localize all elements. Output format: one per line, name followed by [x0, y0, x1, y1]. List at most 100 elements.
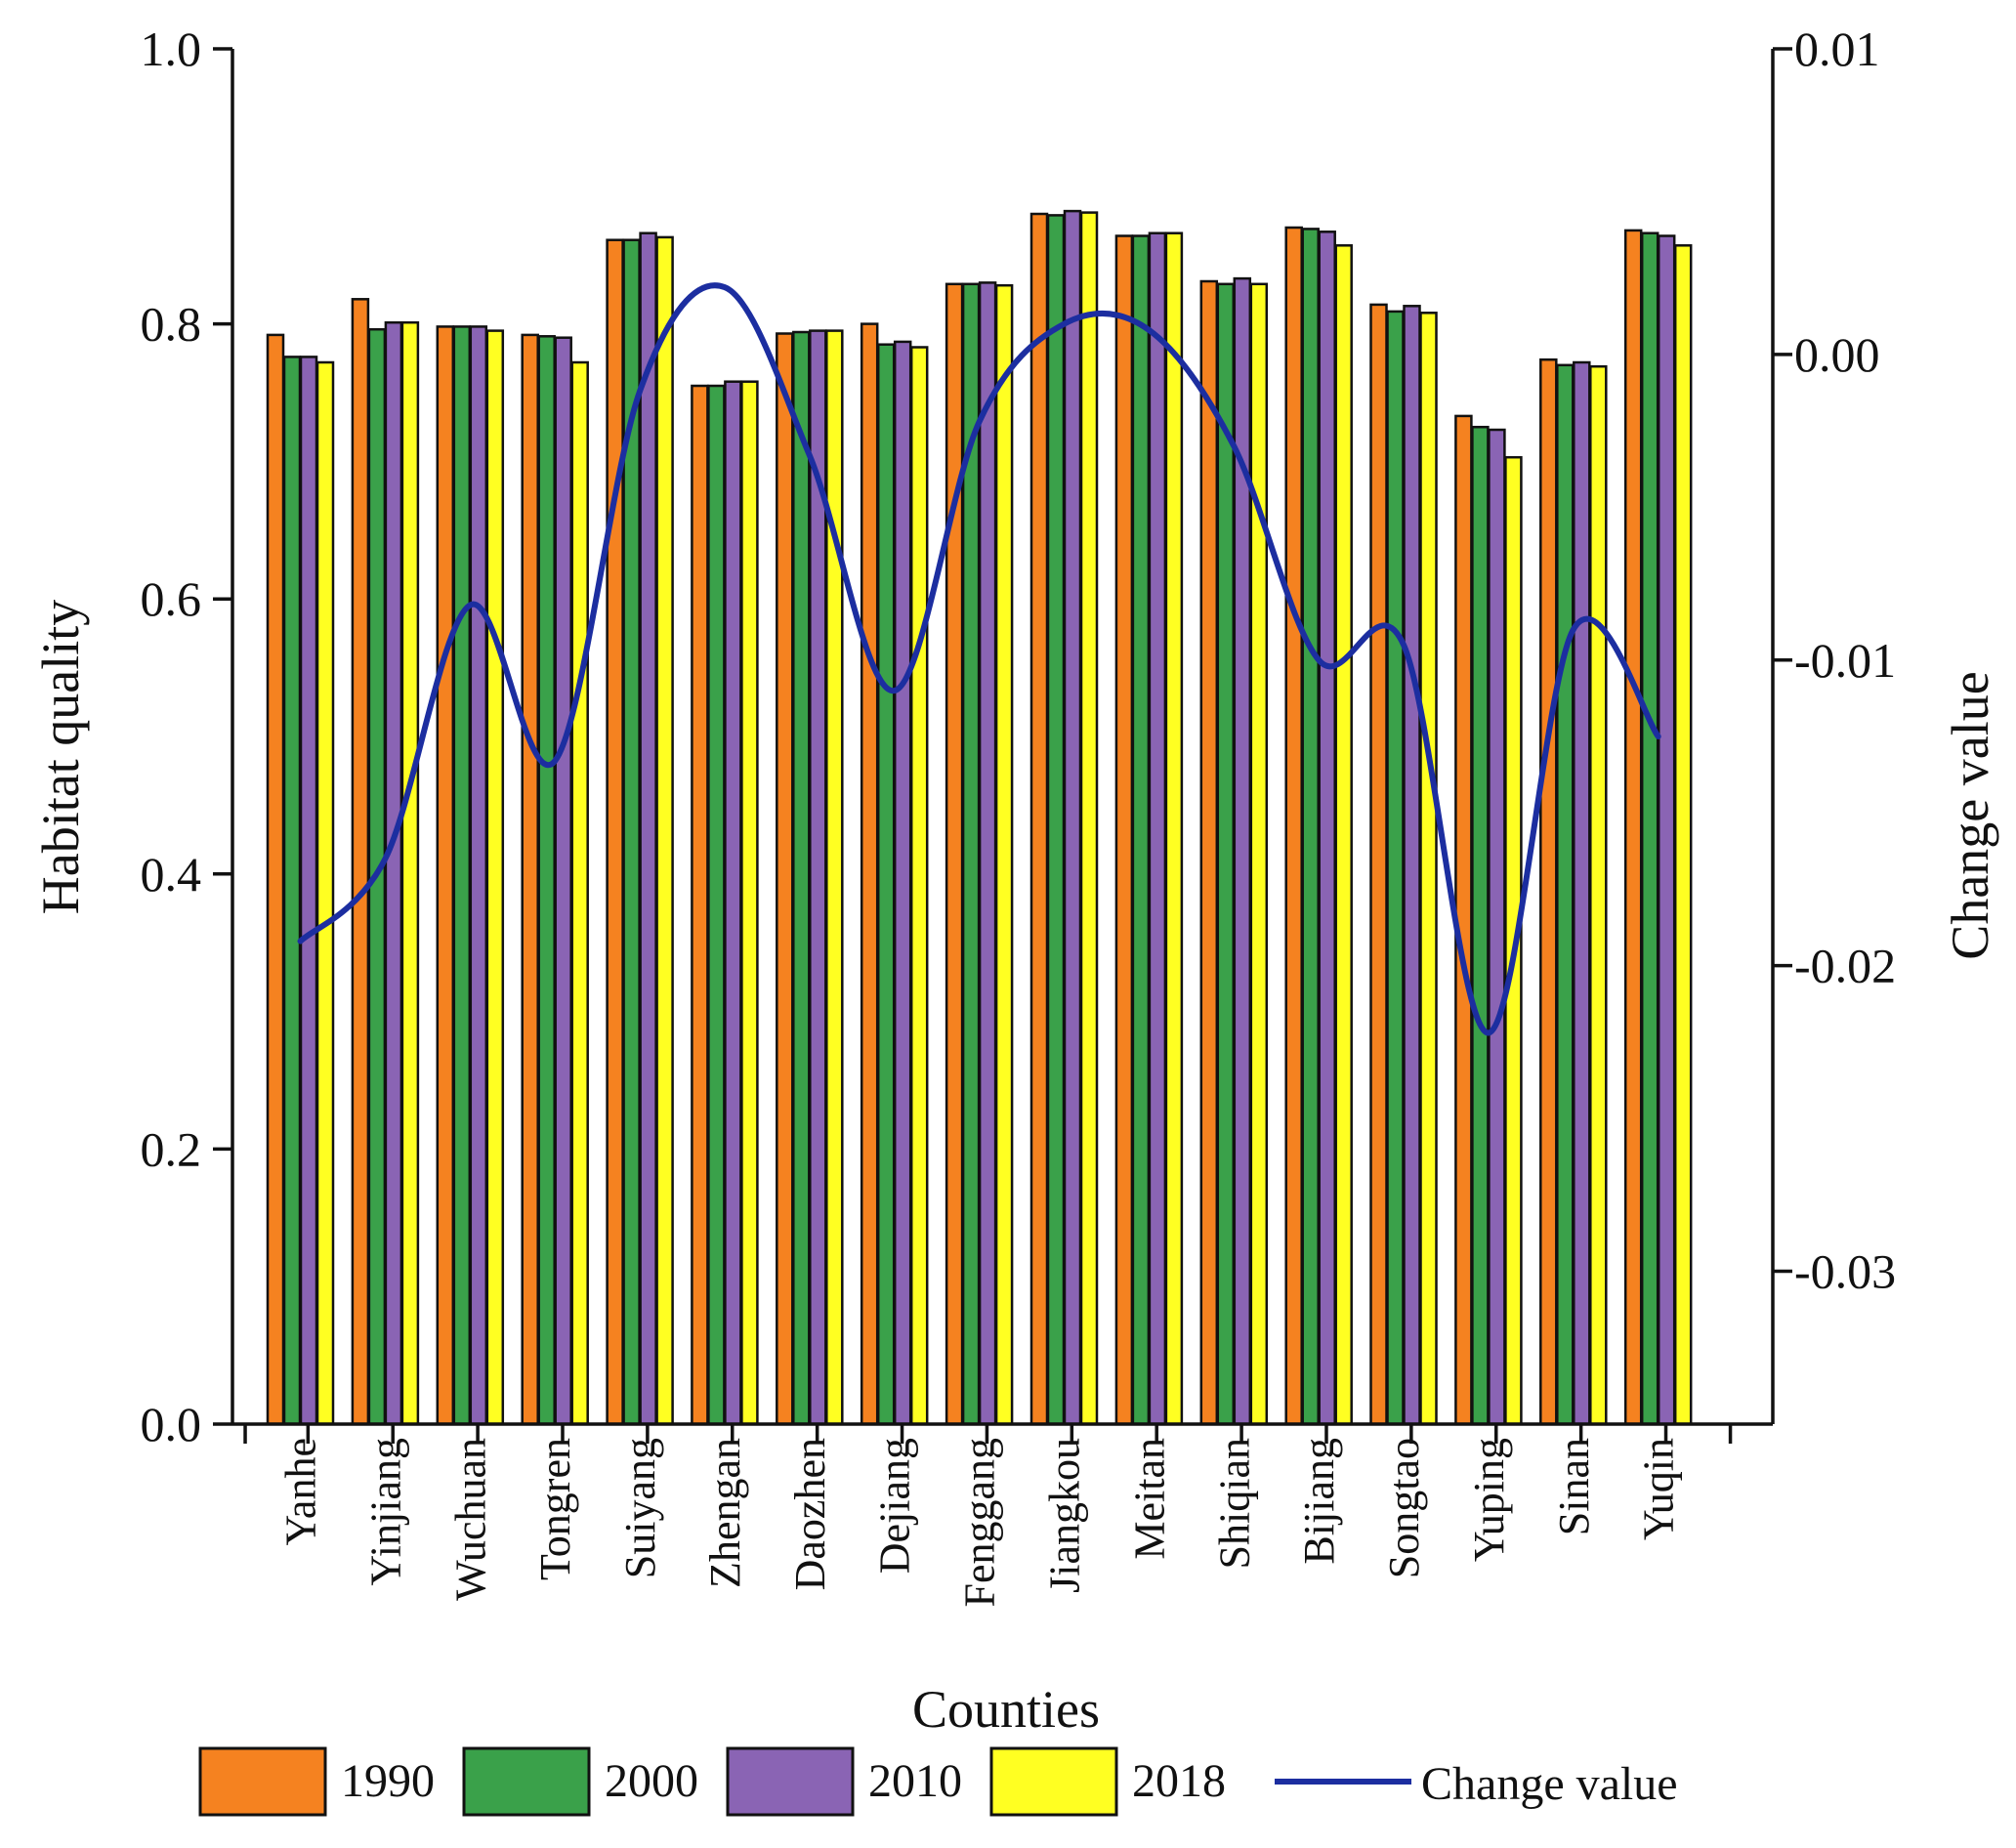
- x-tick-label-bijiang: Bijiang: [1295, 1438, 1343, 1565]
- bar-suiyang-2010: [639, 231, 657, 1426]
- bar-yanhe-1990: [266, 333, 285, 1426]
- bar-tongren-2010: [554, 336, 572, 1426]
- bar-fenggang-2018: [994, 283, 1014, 1426]
- bar-wuchuan-1990: [436, 325, 455, 1426]
- bar-wuchuan-2018: [485, 329, 505, 1426]
- bar-zhengan-2010: [724, 380, 742, 1426]
- legend-label-2000: 2000: [605, 1755, 698, 1807]
- bar-sinan-1990: [1539, 357, 1558, 1426]
- bar-meitan-1990: [1114, 234, 1134, 1426]
- bar-wuchuan-2010: [469, 325, 488, 1426]
- bar-dejiang-2000: [876, 343, 896, 1426]
- bar-shiqian-1990: [1199, 279, 1219, 1426]
- bar-daozhen-1990: [776, 332, 794, 1426]
- bar-yuqin-1990: [1623, 229, 1643, 1426]
- bars-layer: [266, 209, 1693, 1426]
- bar-songtao-2000: [1386, 310, 1405, 1426]
- bar-yanhe-2010: [299, 356, 318, 1426]
- x-tick-label-sinan: Sinan: [1550, 1438, 1598, 1535]
- legend-label-2010: 2010: [868, 1755, 962, 1807]
- y2-tick-label: 0.00: [1794, 327, 1880, 382]
- bar-tongren-1990: [521, 333, 539, 1426]
- bar-yinjiang-2010: [384, 320, 403, 1426]
- y-tick-label: 0.6: [141, 571, 202, 626]
- x-tick-label-yuqin: Yuqin: [1635, 1438, 1683, 1540]
- x-axis-title: Counties: [912, 1680, 1100, 1739]
- bar-bijiang-1990: [1284, 226, 1303, 1426]
- bar-zhengan-2018: [740, 380, 759, 1426]
- bar-yuping-2010: [1488, 428, 1506, 1426]
- bar-yuqin-2010: [1657, 234, 1676, 1426]
- bar-shiqian-2000: [1216, 282, 1236, 1426]
- line-layer: [297, 282, 1661, 1036]
- change-value-line: [297, 282, 1661, 1036]
- bar-yuqin-2018: [1673, 244, 1693, 1426]
- legend-swatch-2000: [462, 1746, 591, 1817]
- x-tick-label-meitan: Meitan: [1125, 1438, 1173, 1560]
- y2-tick-label: -0.03: [1794, 1244, 1896, 1299]
- x-tick-label-yanhe: Yanhe: [277, 1438, 325, 1545]
- bar-wuchuan-2000: [452, 325, 472, 1426]
- bar-meitan-2010: [1148, 231, 1167, 1426]
- labels-layer: 0.0 0.2 0.4 0.6 0.8 1.0 0.01 0.00 -0.01 -0.02 -0.0…: [141, 21, 1897, 1608]
- bar-suiyang-1990: [606, 238, 624, 1426]
- bar-yinjiang-2018: [400, 320, 420, 1426]
- x-tick-label-tongren: Tongren: [531, 1438, 579, 1580]
- legend-label-1990: 1990: [341, 1755, 435, 1807]
- bar-sinan-2018: [1589, 364, 1608, 1426]
- bar-jiangkou-2000: [1046, 214, 1066, 1426]
- bar-bijiang-2010: [1318, 231, 1336, 1426]
- legend-label-2018: 2018: [1132, 1755, 1226, 1807]
- x-tick-label-yinjiang: Yinjiang: [361, 1438, 409, 1586]
- bar-dejiang-2018: [909, 346, 929, 1426]
- bar-daozhen-2000: [792, 330, 811, 1426]
- bar-sinan-2010: [1573, 360, 1591, 1426]
- x-tick-label-yuping: Yuping: [1465, 1438, 1513, 1562]
- bar-suiyang-2018: [655, 235, 674, 1426]
- y-tick-label: 0.2: [141, 1121, 202, 1176]
- bar-songtao-2018: [1419, 312, 1438, 1426]
- bar-yuqin-2000: [1640, 231, 1659, 1426]
- y-tick-label: 1.0: [141, 21, 202, 76]
- legend-swatch-2018: [989, 1746, 1118, 1817]
- bar-jiangkou-2010: [1063, 209, 1082, 1426]
- bar-yinjiang-1990: [351, 298, 370, 1426]
- legend-swatch-2010: [726, 1746, 855, 1817]
- bar-dejiang-2010: [893, 340, 912, 1426]
- bar-fenggang-1990: [945, 282, 964, 1426]
- bar-yanhe-2018: [315, 360, 335, 1426]
- x-tick-label-songtao: Songtao: [1380, 1438, 1428, 1578]
- legend-label-change-value: Change value: [1421, 1758, 1678, 1810]
- x-tick-label-dejiang: Dejiang: [871, 1438, 919, 1574]
- bar-daozhen-2018: [825, 329, 844, 1426]
- x-tick-label-shiqian: Shiqian: [1210, 1438, 1258, 1569]
- bar-jiangkou-1990: [1029, 212, 1049, 1426]
- y-tick-label: 0.0: [141, 1397, 202, 1451]
- axes-layer: [213, 47, 1792, 1444]
- bar-meitan-2000: [1131, 234, 1151, 1426]
- y2-tick-label: -0.01: [1794, 633, 1896, 688]
- x-tick-label-jiangkou: Jiangkou: [1041, 1438, 1089, 1593]
- bar-bijiang-2000: [1301, 228, 1320, 1426]
- bar-shiqian-2018: [1249, 282, 1269, 1426]
- bar-sinan-2000: [1556, 363, 1575, 1426]
- bar-jiangkou-2018: [1079, 211, 1099, 1426]
- bar-songtao-1990: [1369, 303, 1388, 1426]
- x-tick-label-zhengan: Zhengan: [701, 1438, 749, 1588]
- x-tick-label-suiyang: Suiyang: [616, 1438, 664, 1578]
- y2-tick-label: -0.02: [1794, 939, 1896, 993]
- x-tick-label-daozhen: Daozhen: [786, 1438, 834, 1590]
- bar-tongren-2018: [570, 360, 589, 1426]
- bar-fenggang-2010: [978, 281, 997, 1426]
- x-tick-label-wuchuan: Wuchuan: [446, 1438, 494, 1601]
- legend-swatch-1990: [198, 1746, 327, 1817]
- x-tick-label-fenggang: Fenggang: [956, 1438, 1004, 1608]
- bar-songtao-2010: [1403, 305, 1421, 1426]
- bar-dejiang-1990: [860, 322, 879, 1426]
- bar-yanhe-2000: [282, 356, 302, 1426]
- y-tick-label: 0.8: [141, 297, 202, 352]
- bar-zhengan-2000: [707, 384, 726, 1426]
- y2-axis-title: Change value: [1941, 671, 1999, 959]
